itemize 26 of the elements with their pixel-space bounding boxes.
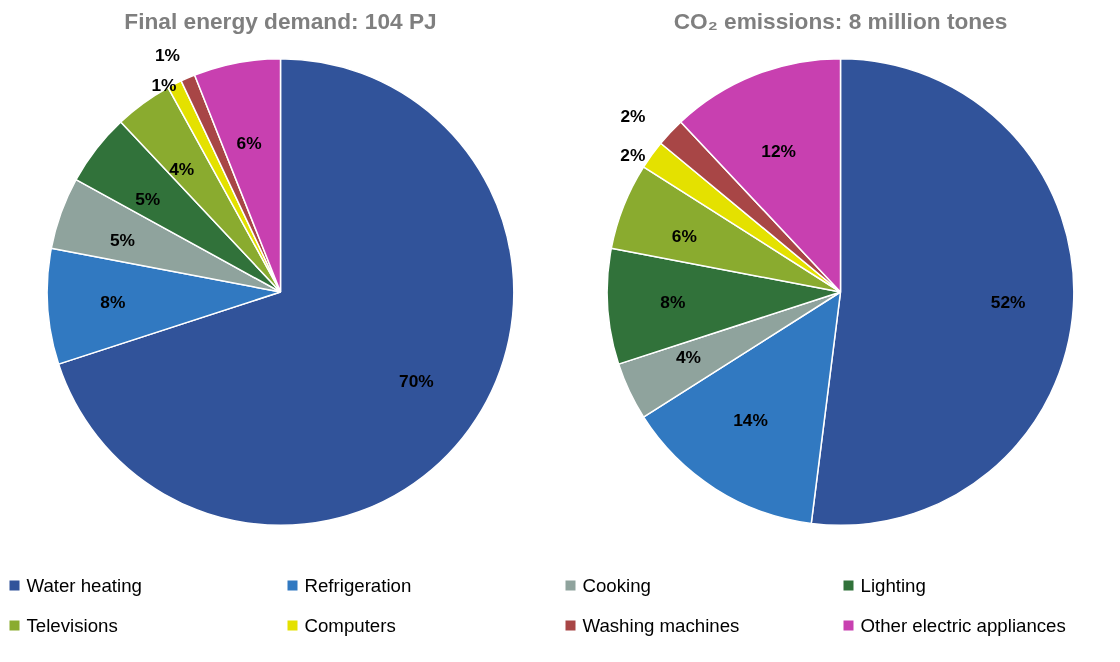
- data-label: 70%: [399, 371, 434, 392]
- data-label: 2%: [620, 145, 646, 166]
- data-label: 2%: [620, 105, 646, 126]
- legend-label: Other electric appliances: [860, 615, 1066, 636]
- legend-label: Televisions: [26, 615, 118, 636]
- legend-label: Computers: [304, 615, 396, 636]
- legend-label: Washing machines: [582, 615, 740, 636]
- legend-label: Cooking: [582, 575, 651, 596]
- data-label: 4%: [675, 346, 702, 367]
- data-label: 6%: [236, 132, 262, 153]
- data-label: 12%: [761, 140, 796, 161]
- legend-label: Refrigeration: [304, 575, 412, 596]
- data-label: 52%: [990, 291, 1026, 312]
- data-label: 4%: [169, 158, 195, 179]
- chart-title: Final energy demand: 104 PJ: [124, 7, 437, 34]
- data-label: 5%: [109, 230, 135, 251]
- chart-title: CO₂ emissions: 8 million tones: [673, 7, 1008, 34]
- legend-label: Lighting: [860, 575, 926, 596]
- data-label: 1%: [154, 45, 180, 66]
- data-label: 6%: [671, 226, 697, 247]
- legend-label: Water heating: [26, 575, 142, 596]
- data-label: 8%: [100, 291, 126, 312]
- data-label: 5%: [135, 188, 161, 209]
- data-label: 1%: [151, 74, 177, 95]
- data-label: 8%: [660, 291, 686, 312]
- data-label: 14%: [733, 410, 768, 431]
